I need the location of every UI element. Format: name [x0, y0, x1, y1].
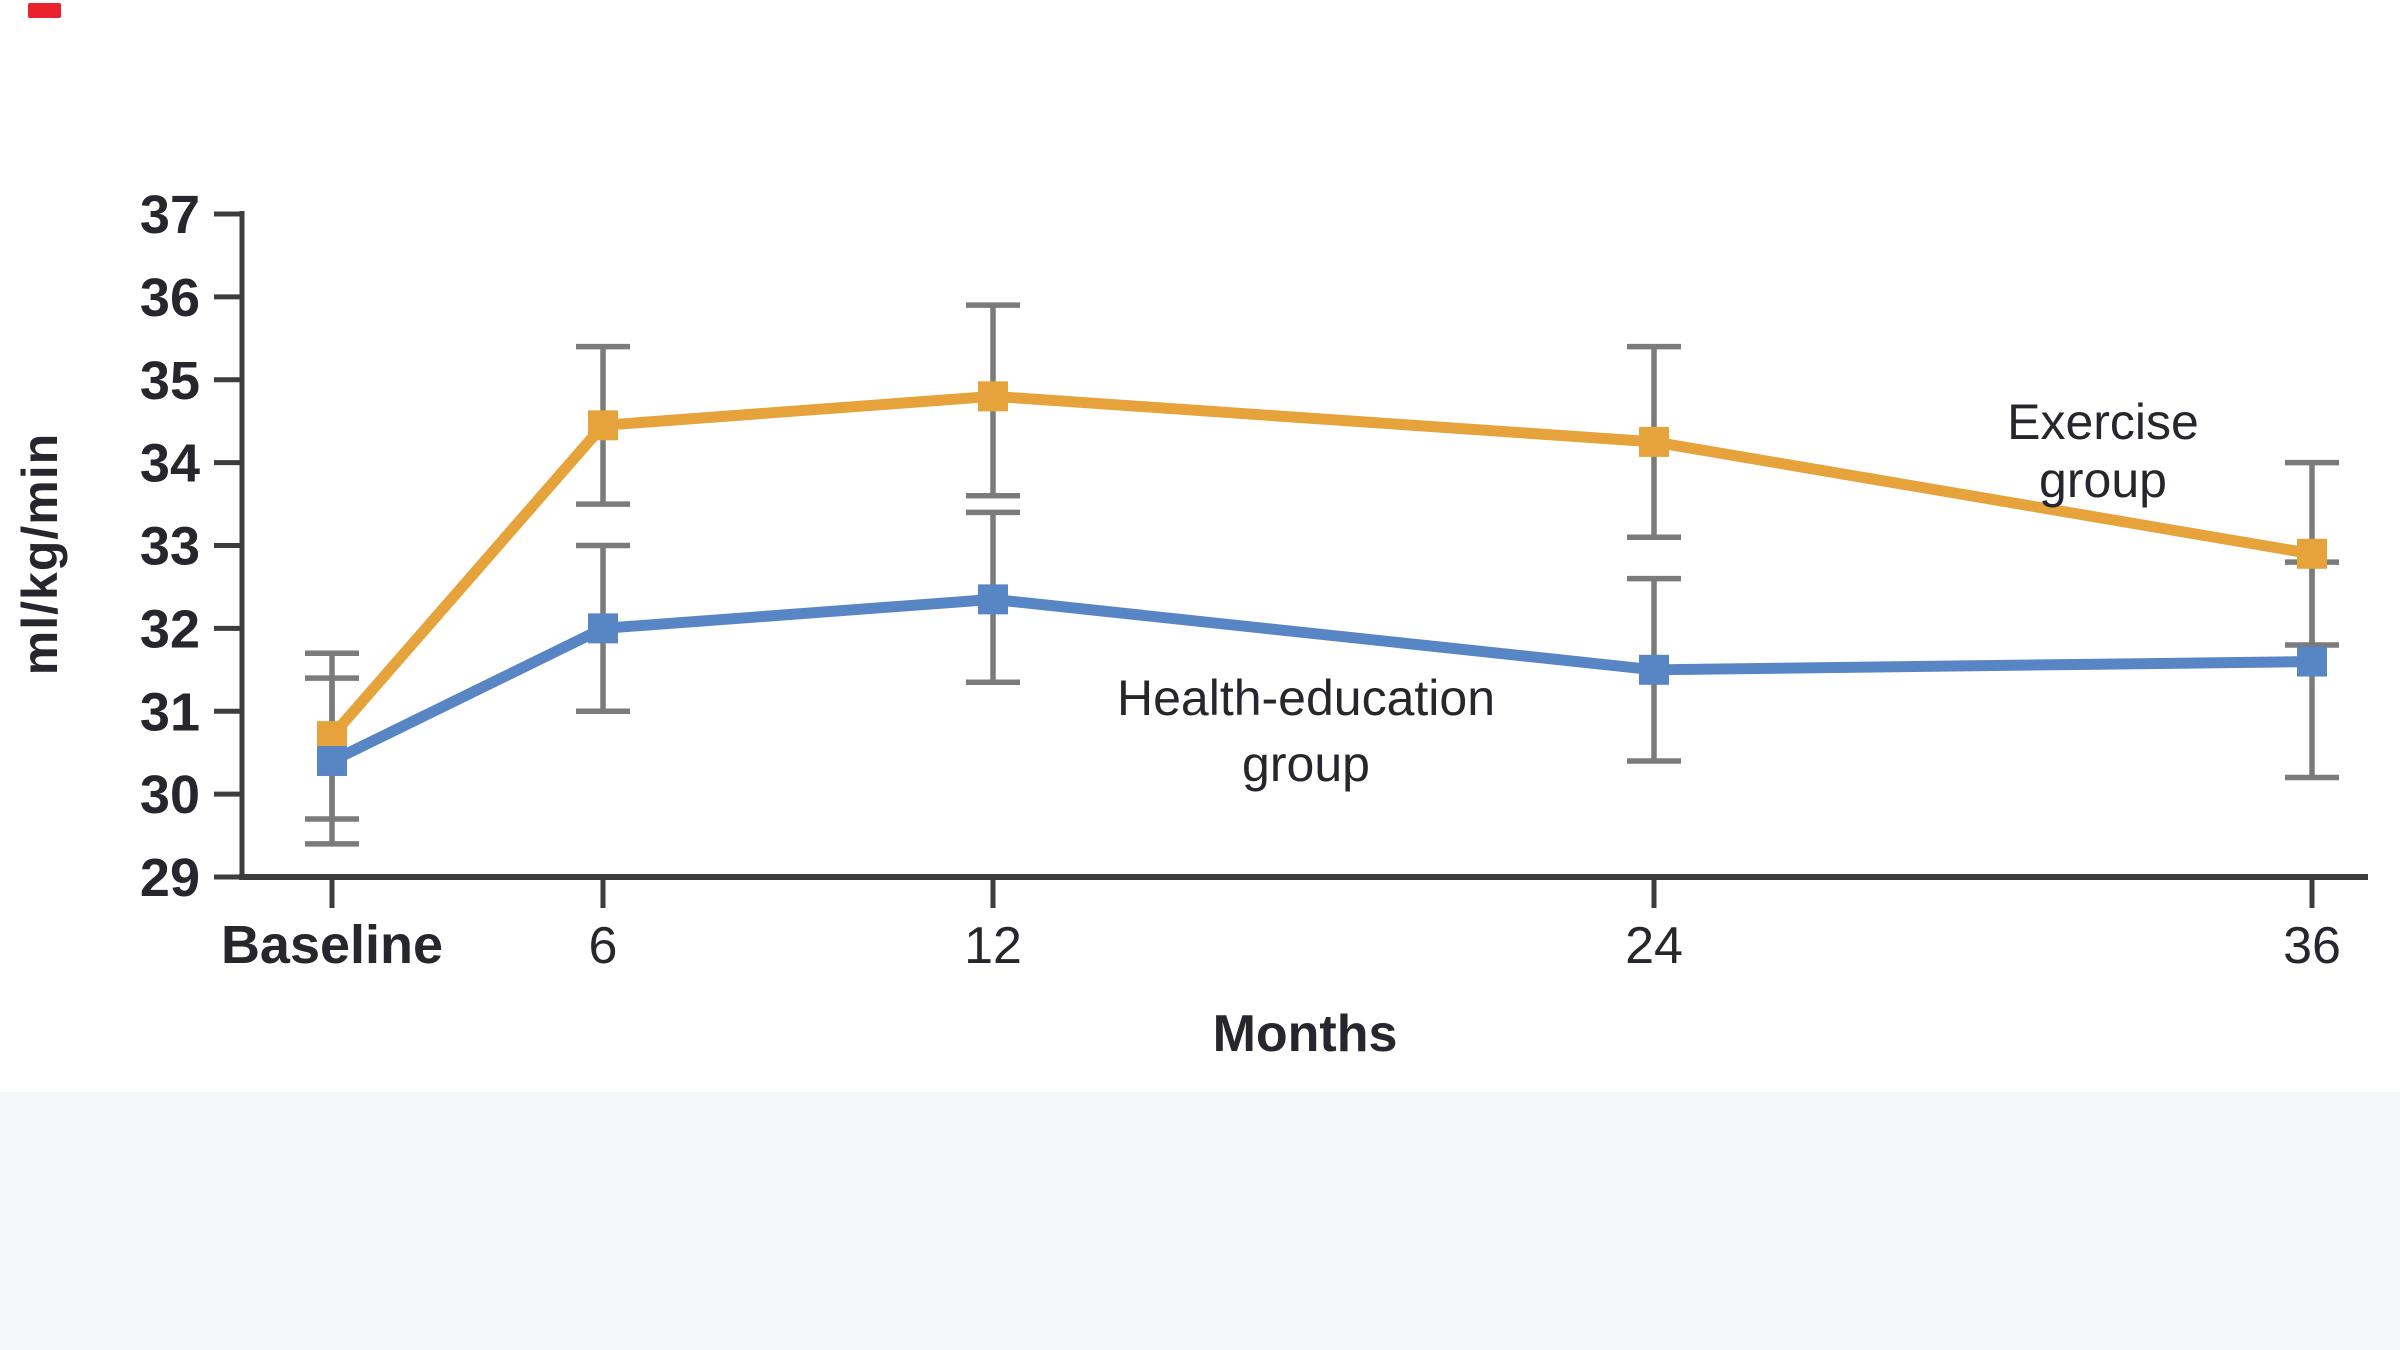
y-axis-tick-label: 30 [140, 765, 200, 825]
page-bottom-tint [0, 1092, 2400, 1350]
x-axis-tick-label: 6 [589, 917, 618, 975]
red-crop-mark [28, 3, 61, 18]
data-point-marker-health-education [2297, 646, 2327, 677]
data-point-marker-exercise [2297, 538, 2327, 569]
y-axis-title: ml/kg/min [12, 432, 68, 676]
data-point-marker-health-education [978, 584, 1008, 615]
x-axis-title: Months [1212, 1005, 1398, 1063]
y-axis-tick-label: 33 [140, 517, 200, 577]
y-axis-tick-label: 37 [140, 185, 200, 245]
x-axis-tick-label: 36 [2283, 917, 2341, 975]
y-axis-tick-label: 31 [140, 682, 200, 742]
data-point-marker-exercise [588, 410, 618, 441]
y-axis-tick-label: 36 [140, 268, 200, 328]
x-axis-tick-label: 24 [1625, 917, 1683, 975]
x-axis-tick-label: Baseline [221, 915, 443, 975]
data-point-marker-health-education [1639, 654, 1669, 685]
data-point-marker-health-education [317, 745, 347, 776]
y-axis-tick-label: 35 [140, 351, 200, 411]
y-axis-tick-label: 34 [140, 434, 200, 494]
y-axis-tick-label: 29 [140, 848, 200, 908]
series-label-health-education-group: Health-education group [1116, 670, 1496, 792]
data-point-marker-exercise [978, 381, 1008, 412]
y-axis-tick-label: 32 [140, 599, 200, 659]
x-axis-tick-label: 12 [964, 917, 1022, 975]
series-label-exercise-group: Exercise group [2007, 394, 2199, 508]
data-point-marker-exercise [1639, 426, 1669, 457]
data-point-marker-health-education [588, 613, 618, 644]
